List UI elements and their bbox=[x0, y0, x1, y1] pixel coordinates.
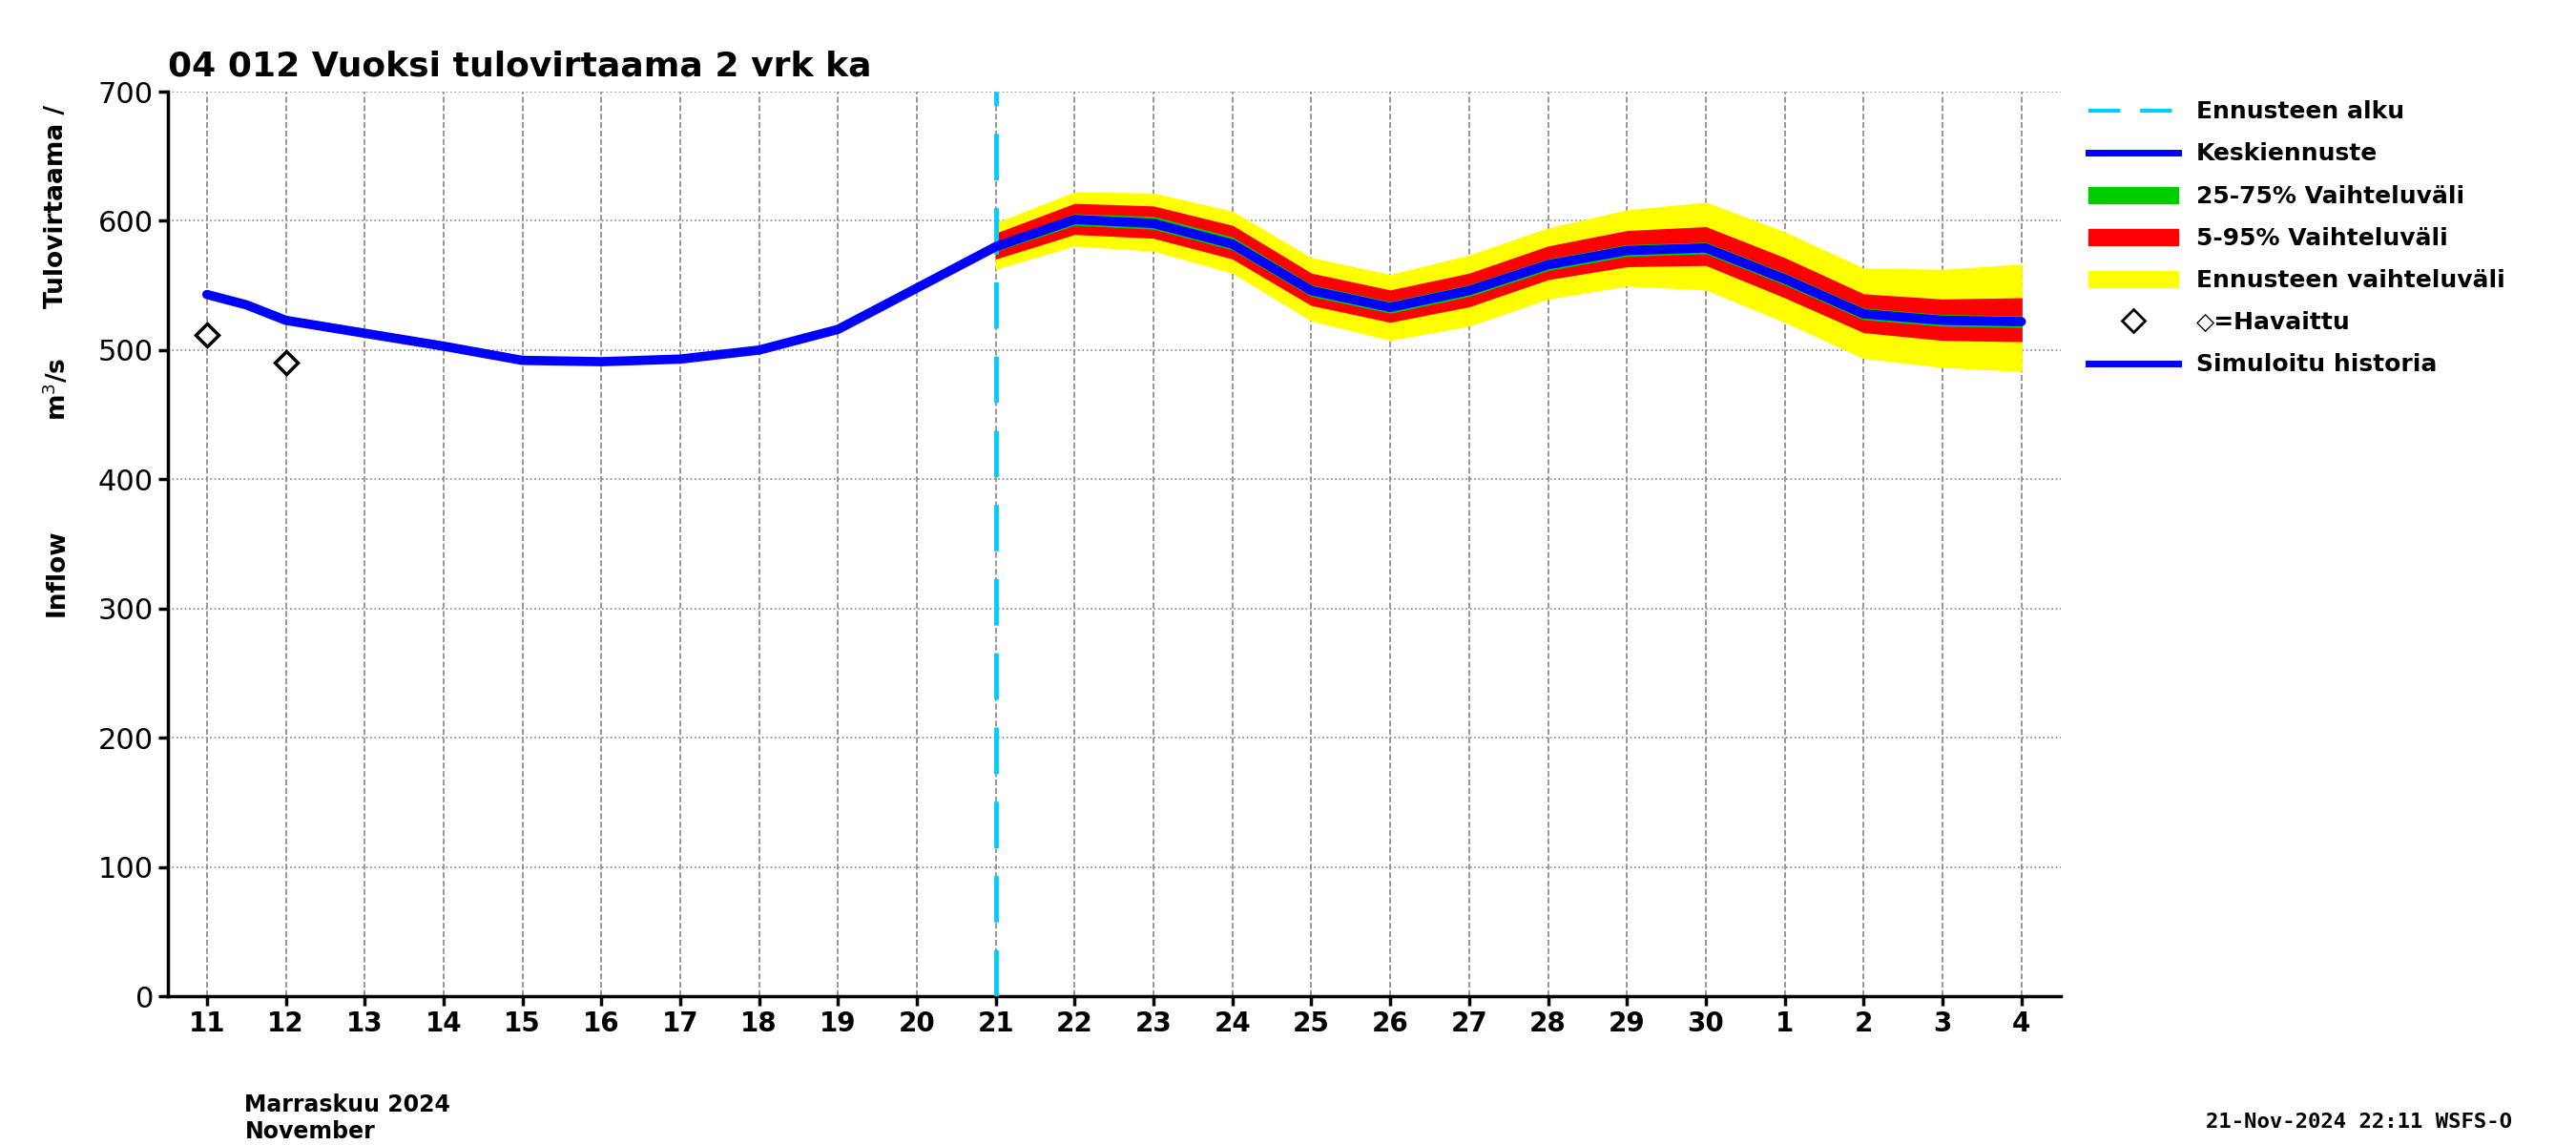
Text: 21-Nov-2024 22:11 WSFS-O: 21-Nov-2024 22:11 WSFS-O bbox=[2205, 1113, 2512, 1131]
Text: Tulovirtaama /: Tulovirtaama / bbox=[44, 104, 70, 308]
Text: Marraskuu 2024
November: Marraskuu 2024 November bbox=[245, 1093, 451, 1143]
Text: 04 012 Vuoksi tulovirtaama 2 vrk ka: 04 012 Vuoksi tulovirtaama 2 vrk ka bbox=[167, 50, 871, 82]
Text: Inflow: Inflow bbox=[44, 529, 70, 616]
Legend: Ennusteen alku, Keskiennuste, 25-75% Vaihteluväli, 5-95% Vaihteluväli, Ennusteen: Ennusteen alku, Keskiennuste, 25-75% Vai… bbox=[2081, 94, 2512, 382]
Text: m$^3$/s: m$^3$/s bbox=[41, 357, 72, 421]
